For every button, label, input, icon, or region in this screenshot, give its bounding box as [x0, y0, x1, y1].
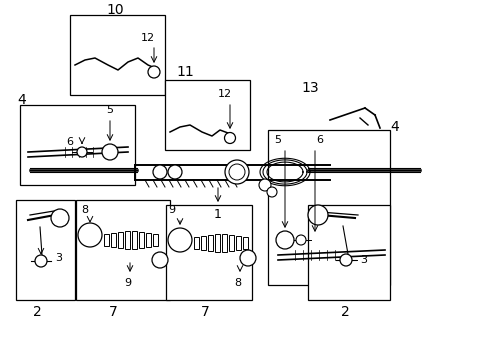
Text: 11: 11 [176, 65, 193, 79]
Bar [111, 233, 116, 247]
Text: 6: 6 [316, 135, 323, 145]
Bar [164, 80, 249, 150]
Circle shape [275, 231, 293, 249]
Text: 3: 3 [359, 255, 366, 265]
Text: 5: 5 [106, 105, 113, 115]
Bar [125, 231, 130, 249]
Bar [153, 234, 158, 246]
Circle shape [266, 187, 276, 197]
Text: 5: 5 [274, 135, 281, 145]
Circle shape [259, 179, 270, 191]
Text: 13: 13 [301, 81, 318, 95]
Bar [20, 105, 135, 185]
Circle shape [168, 228, 192, 252]
Bar [267, 130, 389, 285]
Bar [194, 237, 199, 249]
Circle shape [77, 147, 87, 157]
Circle shape [35, 255, 47, 267]
Circle shape [152, 252, 168, 268]
Circle shape [240, 250, 256, 266]
Circle shape [168, 165, 182, 179]
Circle shape [295, 235, 305, 245]
Circle shape [228, 164, 244, 180]
Bar [307, 205, 389, 300]
Bar [70, 15, 164, 95]
Bar [76, 200, 170, 300]
Circle shape [148, 66, 160, 78]
Bar [118, 232, 123, 248]
Text: 7: 7 [200, 305, 209, 319]
Bar [222, 234, 226, 252]
Bar [132, 231, 137, 249]
Text: 12: 12 [218, 89, 232, 99]
Bar [201, 236, 205, 250]
Bar [236, 236, 241, 250]
Text: 10: 10 [106, 3, 123, 17]
Circle shape [153, 165, 167, 179]
Bar [139, 232, 143, 248]
Bar [215, 234, 220, 252]
Bar [228, 235, 234, 251]
Bar [16, 200, 75, 300]
Circle shape [51, 209, 69, 227]
Text: 4: 4 [390, 120, 399, 134]
Text: 12: 12 [141, 33, 155, 43]
Circle shape [307, 205, 327, 225]
Circle shape [102, 144, 118, 160]
Circle shape [224, 132, 235, 144]
Text: 9: 9 [124, 278, 131, 288]
Text: 8: 8 [81, 205, 88, 215]
Bar [165, 205, 251, 300]
Text: 3: 3 [55, 253, 62, 263]
Bar [146, 233, 151, 247]
Text: 9: 9 [168, 205, 175, 215]
Bar [104, 234, 109, 246]
Bar [243, 237, 247, 249]
Circle shape [339, 254, 351, 266]
Text: 7: 7 [108, 305, 117, 319]
Text: 4: 4 [18, 93, 26, 107]
Bar [207, 235, 213, 251]
Text: 2: 2 [340, 305, 348, 319]
Text: 1: 1 [214, 208, 222, 221]
Text: 8: 8 [234, 278, 241, 288]
Circle shape [224, 160, 248, 184]
Text: 2: 2 [33, 305, 41, 319]
Circle shape [78, 223, 102, 247]
Text: 6: 6 [66, 137, 73, 147]
